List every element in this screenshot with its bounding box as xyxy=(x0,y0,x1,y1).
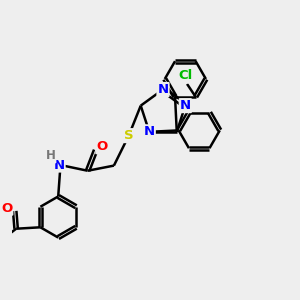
Text: O: O xyxy=(1,202,12,215)
Text: N: N xyxy=(144,125,155,138)
Text: N: N xyxy=(158,83,169,96)
Text: N: N xyxy=(180,99,191,112)
Text: H: H xyxy=(46,149,56,162)
Text: Cl: Cl xyxy=(178,70,193,83)
Text: N: N xyxy=(53,158,64,172)
Text: S: S xyxy=(124,129,134,142)
Text: O: O xyxy=(96,140,107,153)
